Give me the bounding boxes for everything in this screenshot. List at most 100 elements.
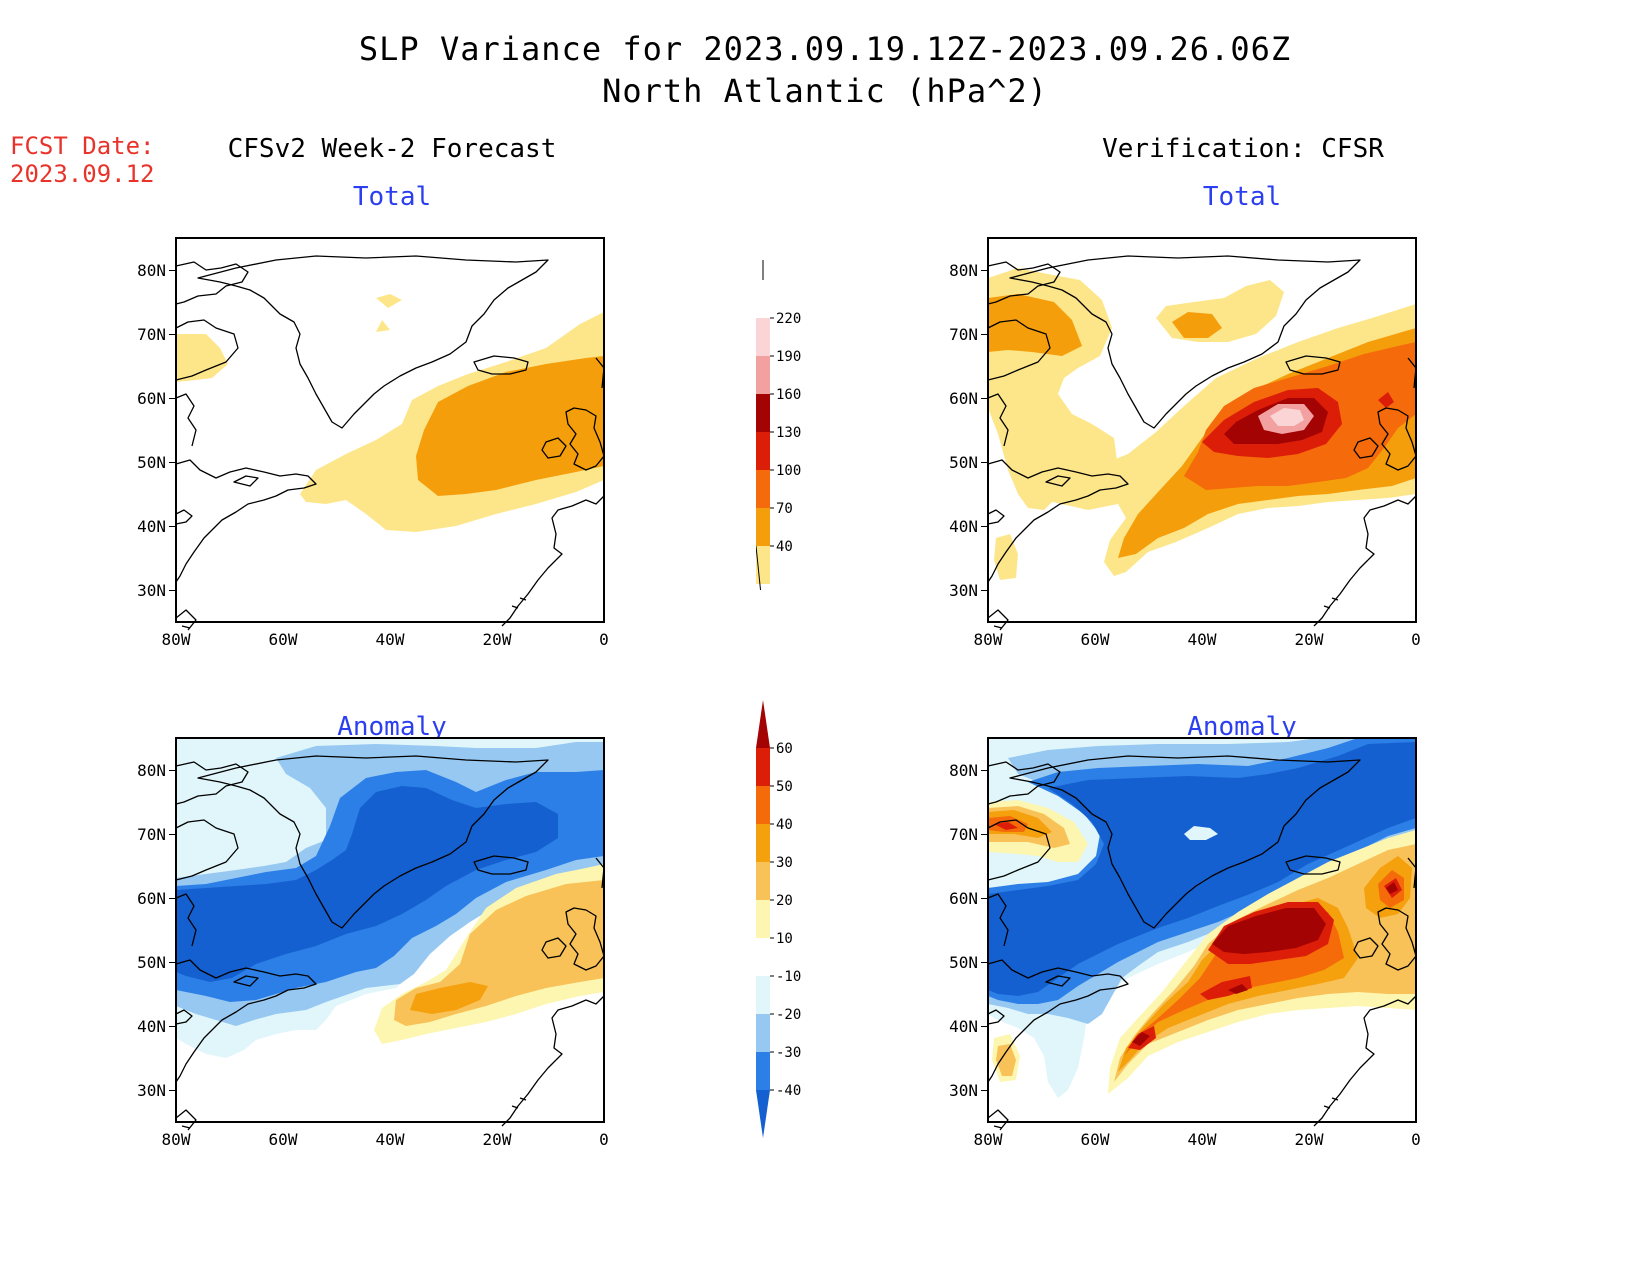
lon-tick-label: 0 — [599, 630, 609, 649]
verification-total-title: Total — [1202, 182, 1282, 212]
colorbar-label: -10 — [776, 969, 801, 985]
lat-tick-label: 50N — [137, 953, 166, 972]
colorbar-label: 60 — [776, 741, 793, 757]
lon-tick-label: 80W — [973, 1130, 1003, 1149]
verification-total-fill — [988, 268, 1416, 580]
chart-subtitle: North Atlantic (hPa^2) — [602, 72, 1048, 110]
total-colorbar: 40 70 100 130 160 190 220 — [756, 260, 801, 590]
lat-tick-label: 40N — [137, 517, 166, 536]
colorbar-segment — [756, 700, 770, 748]
lon-tick-label: 0 — [1411, 1130, 1421, 1149]
left-column-title: CFSv2 Week-2 Forecast — [227, 134, 557, 164]
forecast-total-map — [175, 237, 605, 631]
lat-tick-mark — [981, 1090, 988, 1091]
lat-tick-label: 70N — [137, 825, 166, 844]
colorbar-segment — [756, 1014, 770, 1052]
colorbar-segment — [756, 938, 770, 976]
forecast-total-fill — [176, 294, 604, 532]
lon-tick-label: 40W — [1187, 630, 1217, 649]
lat-tick-mark — [169, 270, 176, 271]
colorbar-label: -30 — [776, 1045, 801, 1061]
colorbar-label: 220 — [776, 311, 801, 327]
lat-tick-mark — [981, 526, 988, 527]
lon-tick-label: 0 — [1411, 630, 1421, 649]
lon-tick-label: 80W — [161, 1130, 191, 1149]
lon-tick-label: 40W — [1187, 1130, 1217, 1149]
lon-tick-label: 40W — [375, 1130, 405, 1149]
colorbar-label: 70 — [776, 501, 793, 517]
forecast-anomaly-map — [175, 737, 605, 1131]
lon-tick-label: 20W — [482, 630, 512, 649]
colorbar-edge — [756, 545, 762, 590]
lon-tick-label: 0 — [599, 1130, 609, 1149]
lat-tick-label: 70N — [949, 825, 978, 844]
lat-tick-mark — [169, 962, 176, 963]
forecast-anomaly-fill — [176, 738, 604, 1058]
forecast-date-label: FCST Date: — [10, 132, 155, 160]
colorbar-segment — [756, 748, 770, 786]
lat-tick-mark — [981, 770, 988, 771]
lat-tick-mark — [981, 398, 988, 399]
colorbar-segment — [756, 1052, 770, 1090]
colorbar-label: -20 — [776, 1007, 801, 1023]
lat-tick-label: 80N — [949, 761, 978, 780]
lon-tick-label: 80W — [161, 630, 191, 649]
colorbar-label: 10 — [776, 931, 793, 947]
lat-tick-mark — [169, 1026, 176, 1027]
colorbar-segment — [756, 432, 770, 470]
lon-tick-label: 60W — [1080, 1130, 1110, 1149]
lat-tick-mark — [981, 590, 988, 591]
colorbar-segment — [756, 900, 770, 938]
colorbar-segment — [756, 976, 770, 1014]
lon-tick-label: 20W — [1294, 1130, 1324, 1149]
lat-tick-label: 80N — [137, 761, 166, 780]
lat-tick-label: 30N — [949, 581, 978, 600]
lat-tick-label: 50N — [949, 953, 978, 972]
colorbar-segment — [756, 318, 770, 356]
lat-tick-mark — [981, 334, 988, 335]
lat-tick-mark — [169, 898, 176, 899]
colorbar-segment — [756, 356, 770, 394]
lat-tick-label: 60N — [137, 389, 166, 408]
lat-tick-label: 70N — [949, 325, 978, 344]
colorbar-label: 160 — [776, 387, 801, 403]
colorbar-label: 40 — [776, 539, 793, 555]
colorbar-segment — [756, 1090, 770, 1138]
lat-tick-mark — [169, 398, 176, 399]
lat-tick-mark — [981, 962, 988, 963]
anomaly-colorbar: -40 -30 -20 -10 10 20 30 40 50 60 — [756, 700, 801, 1138]
lon-tick-label: 40W — [375, 630, 405, 649]
lat-tick-label: 80N — [137, 261, 166, 280]
colorbar-label: 130 — [776, 425, 801, 441]
chart-title: SLP Variance for 2023.09.19.12Z-2023.09.… — [358, 30, 1292, 68]
lat-tick-label: 60N — [949, 389, 978, 408]
lat-tick-mark — [169, 334, 176, 335]
right-column-title: Verification: CFSR — [1102, 134, 1384, 164]
lat-tick-mark — [981, 270, 988, 271]
lat-tick-label: 30N — [137, 581, 166, 600]
lat-tick-label: 40N — [137, 1017, 166, 1036]
lat-tick-mark — [981, 834, 988, 835]
lat-tick-label: 30N — [137, 1081, 166, 1100]
forecast-date-value: 2023.09.12 — [10, 160, 155, 188]
lat-tick-label: 80N — [949, 261, 978, 280]
colorbar-segment — [756, 394, 770, 432]
lat-tick-label: 70N — [137, 325, 166, 344]
lat-tick-mark — [169, 1090, 176, 1091]
colorbar-label: 40 — [776, 817, 793, 833]
lat-tick-mark — [981, 898, 988, 899]
lat-tick-label: 50N — [137, 453, 166, 472]
lat-tick-label: 50N — [949, 453, 978, 472]
verification-anomaly-fill — [988, 738, 1416, 1098]
lon-tick-label: 20W — [1294, 630, 1324, 649]
colorbar-segment — [756, 862, 770, 900]
lat-tick-mark — [169, 590, 176, 591]
colorbar-label: 190 — [776, 349, 801, 365]
colorbar-segment — [756, 786, 770, 824]
verification-anomaly-map — [987, 737, 1417, 1131]
lat-tick-mark — [981, 1026, 988, 1027]
lat-tick-label: 60N — [949, 889, 978, 908]
colorbar-segment — [756, 470, 770, 508]
lat-tick-label: 40N — [949, 1017, 978, 1036]
lat-tick-mark — [169, 834, 176, 835]
